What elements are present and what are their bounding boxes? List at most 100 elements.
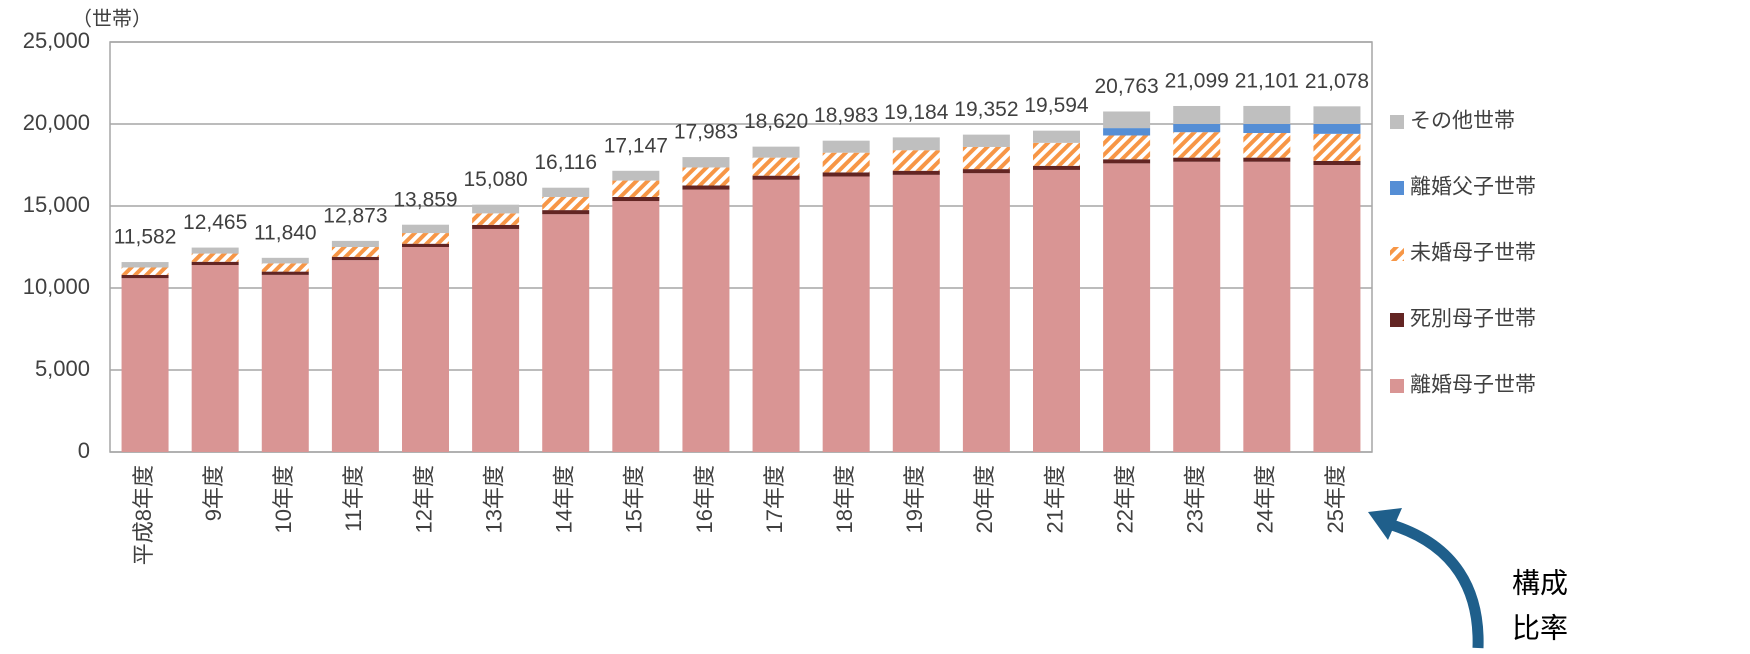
y-tick-label: 25,000 bbox=[23, 28, 90, 53]
total-label: 17,147 bbox=[604, 134, 668, 157]
legend-label: 未婚母子世帯 bbox=[1410, 242, 1536, 265]
bar-segment bbox=[1243, 161, 1291, 452]
bar-segment bbox=[1173, 132, 1221, 158]
x-tick-label: 20年度 bbox=[972, 465, 997, 533]
bar-segment bbox=[962, 169, 1010, 174]
bar-segment bbox=[612, 196, 660, 202]
y-tick-label: 0 bbox=[78, 438, 90, 463]
bar-segment bbox=[682, 157, 730, 168]
bar-segment bbox=[1243, 133, 1291, 158]
bar-segment bbox=[121, 262, 169, 268]
bar-segment bbox=[542, 196, 590, 211]
bar-segment bbox=[1313, 160, 1361, 165]
x-tick-label: 15年度 bbox=[622, 465, 647, 533]
legend-label: 離婚母子世帯 bbox=[1410, 374, 1536, 397]
bar-segment bbox=[261, 271, 309, 275]
x-tick-label: 18年度 bbox=[832, 465, 857, 533]
bar-segment bbox=[331, 247, 379, 257]
bar-segment bbox=[191, 253, 239, 262]
bar-segment bbox=[1173, 157, 1221, 162]
total-label: 18,620 bbox=[744, 110, 808, 133]
bar-segment bbox=[121, 267, 169, 275]
annotation: 構成 bbox=[1512, 567, 1568, 598]
bar-segment bbox=[261, 263, 309, 272]
bar-segment bbox=[542, 187, 590, 197]
bar-segment bbox=[682, 185, 730, 190]
total-label: 19,594 bbox=[1024, 94, 1089, 117]
total-label: 11,840 bbox=[254, 221, 317, 244]
bar-segment bbox=[822, 152, 870, 173]
bar-segment bbox=[752, 179, 800, 452]
bar-segment bbox=[1103, 159, 1151, 164]
legend-swatch bbox=[1390, 313, 1404, 327]
total-label: 13,859 bbox=[393, 188, 457, 211]
bar-segment bbox=[402, 247, 449, 452]
bar-segment bbox=[612, 201, 660, 452]
x-tick-label: 25年度 bbox=[1323, 465, 1348, 533]
bar-segment bbox=[191, 247, 239, 254]
x-tick-label: 13年度 bbox=[481, 465, 506, 533]
y-tick-label: 20,000 bbox=[23, 110, 90, 135]
legend-swatch bbox=[1390, 247, 1404, 261]
bar-segment bbox=[331, 260, 379, 452]
bar-segment bbox=[121, 278, 169, 452]
x-tick-label: 22年度 bbox=[1112, 465, 1137, 533]
bar-segment bbox=[1033, 130, 1080, 143]
bar-segment bbox=[472, 228, 520, 452]
bar-segment bbox=[612, 180, 660, 197]
bar-segment bbox=[1313, 124, 1361, 134]
bar-segment bbox=[1103, 111, 1151, 129]
y-tick-label: 5,000 bbox=[35, 356, 90, 381]
bar-segment bbox=[261, 274, 309, 452]
x-tick-label: 17年度 bbox=[762, 465, 787, 533]
arrow bbox=[1390, 519, 1484, 649]
total-label: 20,763 bbox=[1094, 75, 1158, 98]
bar-segment bbox=[1033, 165, 1080, 170]
bar-segment bbox=[191, 261, 239, 266]
total-label: 21,099 bbox=[1165, 70, 1229, 93]
total-label: 21,101 bbox=[1235, 69, 1299, 92]
x-tick-label: 19年度 bbox=[902, 465, 927, 533]
bar-segment bbox=[612, 170, 660, 181]
bar-segment bbox=[682, 167, 730, 186]
bar-segment bbox=[822, 176, 870, 453]
total-label: 19,184 bbox=[884, 101, 949, 124]
annotation: 比率 bbox=[1512, 612, 1568, 643]
bar-segment bbox=[1103, 128, 1151, 136]
bar-segment bbox=[1173, 105, 1221, 124]
bar-segment bbox=[962, 173, 1010, 452]
bar-segment bbox=[822, 140, 870, 153]
bar-segment bbox=[682, 189, 730, 452]
bar-segment bbox=[892, 150, 940, 171]
bar-segment bbox=[542, 214, 590, 452]
x-tick-label: 11年度 bbox=[341, 465, 366, 532]
x-tick-label: 14年度 bbox=[552, 465, 577, 533]
bar-segment bbox=[1173, 124, 1221, 133]
bar-segment bbox=[261, 257, 309, 264]
total-label: 18,983 bbox=[814, 104, 878, 127]
bar-segment bbox=[1033, 169, 1080, 453]
bar-segment bbox=[892, 137, 940, 151]
y-tick-label: 15,000 bbox=[23, 192, 90, 217]
total-label: 11,582 bbox=[114, 226, 177, 249]
bar-segment bbox=[1313, 106, 1361, 124]
x-tick-label: 9年度 bbox=[201, 465, 226, 521]
x-tick-label: 12年度 bbox=[411, 465, 436, 533]
x-tick-label: 24年度 bbox=[1253, 465, 1278, 533]
bar-segment bbox=[472, 213, 520, 225]
x-tick-label: 16年度 bbox=[692, 465, 717, 533]
bar-segment bbox=[472, 204, 520, 214]
bar-segment bbox=[1033, 142, 1080, 166]
bar-segment bbox=[472, 224, 520, 229]
bar-segment bbox=[892, 170, 940, 175]
bar-segment bbox=[331, 256, 379, 261]
legend-label: その他世帯 bbox=[1410, 110, 1515, 133]
bar-segment bbox=[1103, 135, 1151, 160]
bar-segment bbox=[962, 146, 1010, 170]
arrow-head bbox=[1368, 508, 1402, 540]
bar-segment bbox=[752, 157, 800, 176]
bar-segment bbox=[1173, 161, 1221, 452]
plot-border bbox=[109, 41, 1373, 453]
bar-segment bbox=[962, 134, 1010, 147]
